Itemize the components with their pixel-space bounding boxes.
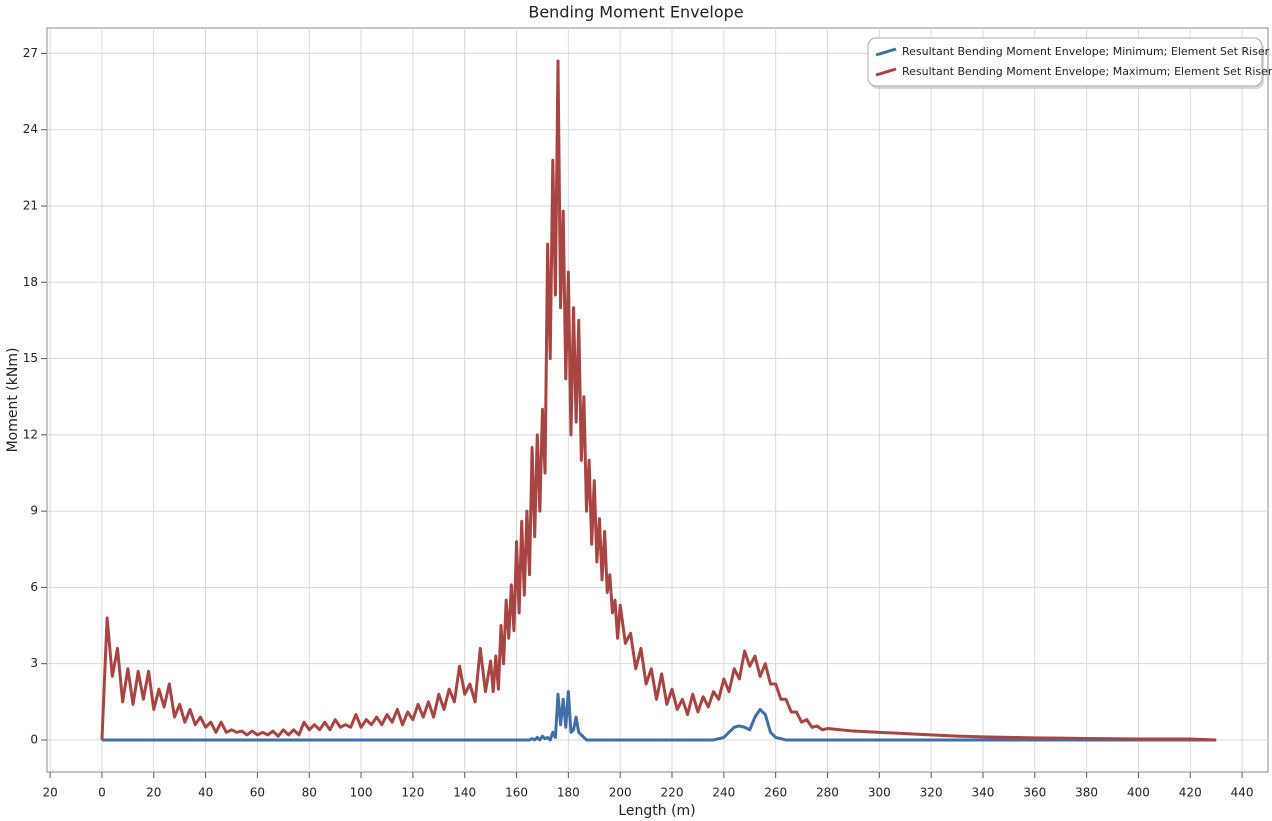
x-tick-label: 420	[1179, 786, 1202, 800]
data-line	[100, 59, 1217, 742]
x-tick-label: 140	[453, 786, 476, 800]
y-tick-label: 0	[30, 732, 38, 746]
x-tick-label: 280	[816, 786, 839, 800]
y-tick-label: 12	[23, 427, 38, 441]
x-tick-label: 440	[1231, 786, 1254, 800]
y-tick-label: 3	[30, 656, 38, 670]
x-tick-label: 20	[146, 786, 161, 800]
x-tick-label: 320	[920, 786, 943, 800]
x-axis-title: Length (m)	[618, 803, 695, 819]
x-tick-label: 300	[868, 786, 891, 800]
x-tick-label: 220	[661, 786, 684, 800]
y-tick-label: 27	[23, 46, 38, 60]
y-tick-label: 6	[30, 580, 38, 594]
x-tick-label: 360	[1023, 786, 1046, 800]
y-tick-label: 24	[23, 122, 38, 136]
y-tick-label: 18	[23, 275, 38, 289]
x-tick-label: 400	[1127, 786, 1150, 800]
legend-label: Resultant Bending Moment Envelope; Maxim…	[902, 65, 1272, 78]
data-line	[101, 690, 1217, 742]
chart-title: Bending Moment Envelope	[528, 3, 743, 22]
legend: Resultant Bending Moment Envelope; Minim…	[867, 37, 1272, 87]
y-axis-title: Moment (kNm)	[5, 348, 21, 453]
y-tick-label: 15	[23, 351, 38, 365]
x-tick-label: 160	[505, 786, 528, 800]
x-tick-label: 260	[764, 786, 787, 800]
y-tick-label: 21	[23, 198, 38, 212]
legend-swatch	[875, 67, 897, 77]
x-tick-label: 200	[609, 786, 632, 800]
plot-area	[46, 27, 1269, 773]
x-tick-label: 180	[557, 786, 580, 800]
x-tick-label: 240	[712, 786, 735, 800]
x-tick-label: 0	[98, 786, 106, 800]
x-tick-label: 60	[250, 786, 265, 800]
legend-swatch	[875, 47, 897, 57]
x-tick-label: 40	[198, 786, 213, 800]
x-tick-label: 340	[972, 786, 995, 800]
x-tick-label: 80	[302, 786, 317, 800]
y-tick-label: 9	[30, 504, 38, 518]
x-tick-label: 120	[401, 786, 424, 800]
x-tick-label: 20	[42, 786, 57, 800]
x-tick-label: 100	[350, 786, 373, 800]
legend-box	[867, 37, 1263, 87]
legend-label: Resultant Bending Moment Envelope; Minim…	[902, 45, 1270, 58]
x-tick-label: 380	[1075, 786, 1098, 800]
